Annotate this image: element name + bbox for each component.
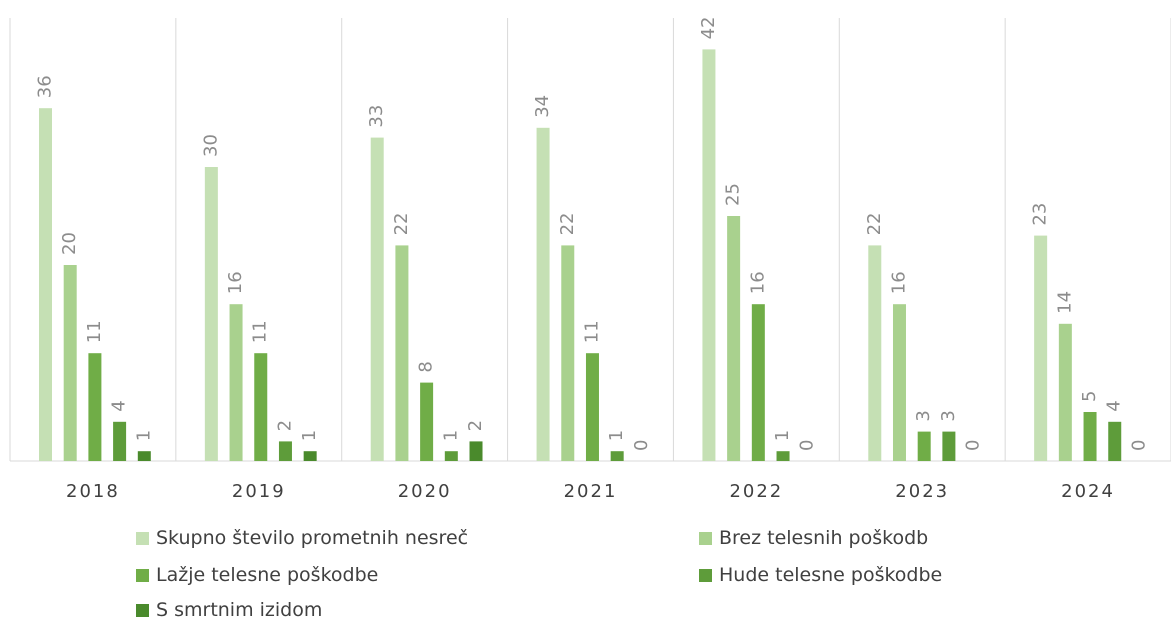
legend-label-total: Skupno število prometnih nesreč [156,527,469,549]
legend-item-no-injuries: Brez telesnih poškodb [699,527,928,549]
data-label: 1 [440,430,461,441]
bar [278,441,292,461]
x-tick-label: 2021 [564,481,618,502]
bar [868,245,882,461]
data-label: 1 [606,430,627,441]
data-label: 4 [109,400,130,411]
legend-item-minor-injuries: Lažje telesne poškodbe [136,564,378,586]
x-tick-label: 2022 [729,481,783,502]
legend-swatch-total [136,531,149,545]
data-label: 16 [225,271,246,294]
data-label: 3 [938,410,959,421]
data-label: 11 [581,320,602,343]
data-label: 42 [698,16,719,39]
data-label: 22 [391,212,412,235]
legend-label-no-injuries: Brez telesnih poškodb [719,527,929,549]
legend-label-severe-injuries: Hude telesne poškodbe [719,564,943,586]
data-label: 2 [274,420,295,431]
x-tick-label: 2024 [1061,481,1115,502]
bar [63,265,77,461]
legend-item-fatal: S smrtnim izidom [136,599,322,621]
data-label: 8 [416,361,437,372]
data-label: 22 [557,212,578,235]
data-label: 34 [532,95,553,118]
bar [303,451,317,461]
data-label: 11 [250,320,271,343]
data-label: 0 [797,440,818,451]
bar [585,353,599,461]
x-axis-ticks: 2018 2019 2020 2021 2022 2023 2024 [66,481,1115,502]
bar [776,451,790,461]
bar [702,49,716,462]
data-label: 33 [366,105,387,128]
data-label: 25 [723,183,744,206]
bar [88,353,102,461]
legend-swatch-severe-injuries [699,568,712,582]
bar [254,353,268,461]
data-label: 1 [299,430,320,441]
bar [561,245,575,461]
legend-item-severe-injuries: Hude telesne poškodbe [699,564,942,586]
x-tick-label: 2020 [398,481,452,502]
data-label: 20 [59,232,80,255]
data-label: 36 [35,75,56,98]
data-label: 1 [772,430,793,441]
bar [892,304,906,461]
bar [444,451,458,461]
bar [610,451,624,461]
bar [113,421,127,461]
x-tick-label: 2018 [66,481,120,502]
legend-item-total: Skupno število prometnih nesreč [136,527,468,549]
bar [469,441,483,461]
bar [1108,421,1122,461]
legend-swatch-fatal [136,603,149,617]
data-label: 2 [465,420,486,431]
data-labels-group: 3620114130161121332281234221110422516102… [35,16,1150,451]
data-label: 3 [913,410,934,421]
data-label: 0 [1128,440,1149,451]
x-tick-label: 2019 [232,481,286,502]
bar-series-group [39,49,1122,462]
data-label: 14 [1054,291,1075,314]
legend-label-minor-injuries: Lažje telesne poškodbe [156,564,379,586]
bar [420,382,434,461]
data-label: 1 [133,430,154,441]
bar [917,431,931,461]
category-grid [9,18,1171,462]
data-label: 0 [631,440,652,451]
data-label: 30 [200,134,221,157]
bar [229,304,243,461]
bar [370,137,384,461]
data-label: 22 [864,212,885,235]
legend-swatch-minor-injuries [136,568,149,582]
bar [536,127,550,462]
data-label: 16 [747,271,768,294]
bar [395,245,409,461]
bar [39,108,52,461]
bar [1034,235,1048,461]
bar [1083,412,1097,461]
data-label: 0 [963,440,984,451]
legend-label-fatal: S smrtnim izidom [156,599,323,621]
data-label: 11 [84,320,105,343]
bar [727,216,741,461]
data-label: 4 [1104,400,1125,411]
bar [204,167,218,461]
x-tick-label: 2023 [895,481,949,502]
bar [1058,323,1072,461]
bar [751,304,765,461]
legend-swatch-no-injuries [699,531,712,545]
bar [137,451,151,461]
data-label: 23 [1030,203,1051,226]
bar [942,431,956,461]
data-label: 5 [1079,391,1100,402]
data-label: 16 [888,271,909,294]
